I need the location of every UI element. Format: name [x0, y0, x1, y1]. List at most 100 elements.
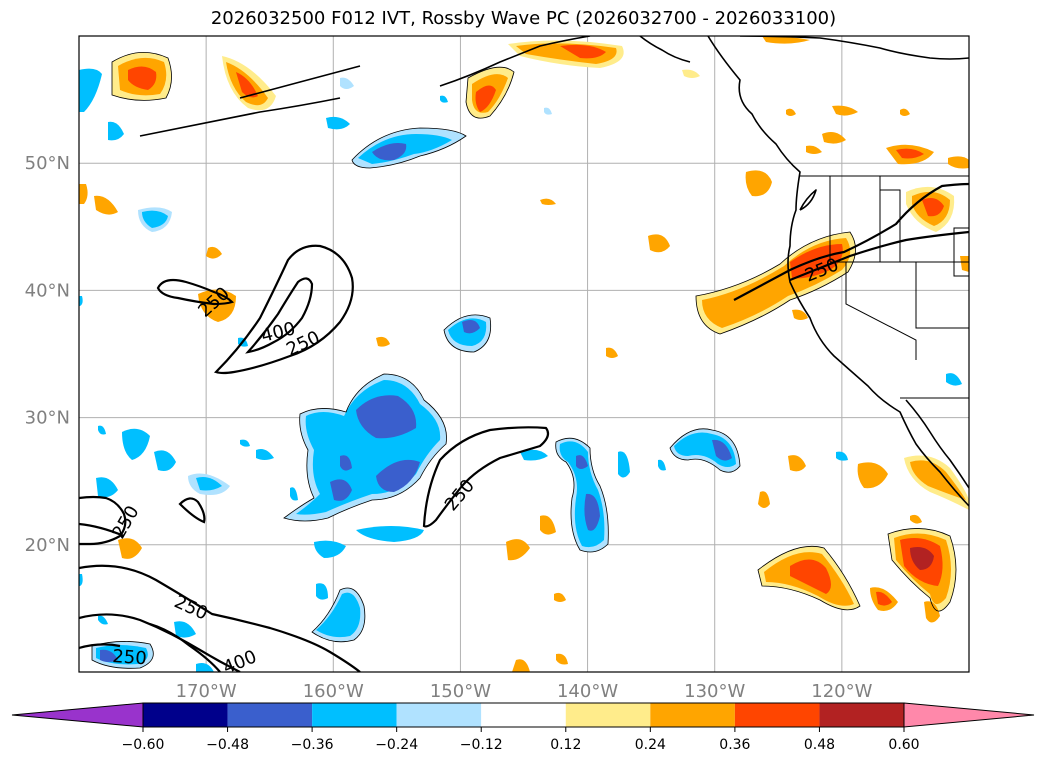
colorbar-segment [481, 703, 566, 727]
pos-blob [94, 195, 118, 215]
pos-blob [554, 592, 566, 602]
pos-blob [506, 539, 530, 561]
neg-blob [376, 459, 420, 492]
pos-blob [832, 105, 858, 116]
colorbar-segment [143, 703, 228, 727]
fill-outlines [91, 52, 957, 669]
neg-blob [576, 455, 588, 469]
colorbar-tick-label: −0.24 [375, 737, 418, 753]
neg-blob [462, 320, 480, 334]
neg-blob [316, 583, 328, 600]
neg-blob [340, 455, 352, 471]
map-area: 250 400 250 250 250 250 250 400 250 [79, 36, 969, 672]
neg-blob [658, 459, 666, 471]
pos-blob [910, 514, 922, 524]
pos-blob [745, 170, 772, 197]
neg-blob [316, 592, 361, 638]
neg-blob [372, 143, 407, 161]
positive-anomaly-regions [79, 36, 969, 672]
x-tick-label: 170°W [176, 681, 237, 702]
pos-blob [786, 108, 796, 116]
neg-blob [440, 95, 448, 103]
pos-blob [206, 246, 222, 259]
neg-blob [520, 449, 548, 461]
pos-blob [236, 72, 258, 98]
pos-blob [758, 491, 770, 508]
colorbar-extend-high [903, 702, 1035, 728]
neg-blob [79, 68, 102, 112]
colorbar-tick-label: 0.36 [719, 737, 750, 753]
neg-blob [240, 439, 250, 447]
neg-blob [356, 395, 417, 439]
pos-blob [556, 653, 568, 665]
pos-blob [792, 309, 808, 320]
pos-blob [788, 455, 806, 472]
colorbar-tick-label: 0.12 [550, 737, 581, 753]
state-borders [800, 175, 969, 399]
pos-blob [606, 347, 618, 358]
colorbar: −0.60 −0.48 −0.36 −0.24 −0.12 0.12 0.24 0.36 0.4… [11, 702, 1035, 753]
negative-anomaly-regions [79, 68, 962, 672]
colorbar-tick-label: 0.24 [635, 737, 666, 753]
pos-blob [682, 69, 700, 78]
colorbar-extend-low [11, 702, 144, 728]
pos-blob [376, 336, 390, 347]
colorbar-segment [819, 703, 904, 727]
y-axis-ticks: 20°N 30°N 40°N 50°N [25, 153, 70, 556]
colorbar-tick-label: −0.48 [206, 737, 249, 753]
pos-blob [762, 36, 810, 44]
pos-blob [128, 66, 157, 90]
pos-blob [540, 198, 556, 205]
pos-blob [560, 44, 606, 59]
pos-blob [475, 85, 496, 112]
neg-blob [96, 477, 118, 498]
pos-blob [806, 145, 822, 154]
colorbar-segment [650, 703, 735, 727]
colorbar-segment [565, 703, 651, 727]
neg-blob [712, 439, 732, 461]
neg-blob [326, 116, 350, 130]
x-tick-label: 140°W [557, 681, 618, 702]
neg-blob [98, 615, 108, 625]
neg-blob [330, 479, 352, 501]
contour-lines [79, 182, 969, 672]
y-tick-label: 20°N [25, 535, 70, 556]
x-axis-ticks: 170°W 160°W 150°W 140°W 130°W 120°W [176, 681, 873, 702]
neg-blob [544, 107, 552, 115]
neg-blob [196, 663, 214, 672]
pos-blob [910, 547, 934, 570]
contour-label-group: 250 400 250 250 250 250 250 400 250 [108, 254, 842, 672]
y-tick-label: 50°N [25, 153, 70, 174]
colorbar-segment [734, 703, 820, 727]
contour-label: 250 [112, 646, 148, 669]
neg-blob [836, 451, 848, 461]
chart-title: 2026032500 F012 IVT, Rossby Wave PC (202… [210, 8, 837, 29]
colorbar-segment [396, 703, 482, 727]
colorbar-tick-label: −0.36 [291, 737, 334, 753]
colorbar-tick-label: −0.60 [122, 737, 165, 753]
x-tick-label: 160°W [303, 681, 364, 702]
neg-blob [290, 487, 298, 501]
colorbar-tick-label: 0.48 [804, 737, 835, 753]
pos-blob [79, 184, 88, 204]
pos-blob [118, 538, 142, 559]
neg-blob [618, 451, 630, 478]
pos-blob [540, 515, 556, 535]
pos-blob [648, 234, 670, 253]
neg-blob [340, 77, 354, 89]
pos-blob [857, 462, 888, 489]
pos-blob [896, 148, 924, 159]
neg-blob [79, 296, 83, 306]
pos-blob [822, 132, 846, 144]
colorbar-tick-label: 0.60 [888, 737, 919, 753]
neg-blob [108, 121, 124, 141]
coastlines [139, 36, 969, 507]
pos-blob [922, 198, 944, 217]
neg-blob [584, 493, 600, 531]
pos-blob [512, 659, 530, 672]
colorbar-tick-label: −0.12 [460, 737, 503, 753]
pos-blob [960, 256, 969, 272]
neg-blob [142, 210, 168, 228]
neg-blob [100, 649, 118, 662]
